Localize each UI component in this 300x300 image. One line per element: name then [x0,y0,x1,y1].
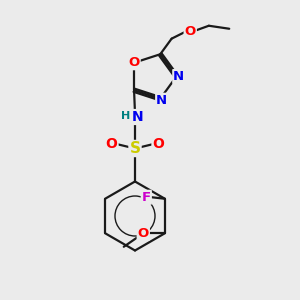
Text: O: O [128,56,140,69]
Text: F: F [142,191,151,204]
Text: N: N [132,110,144,124]
Text: O: O [184,25,196,38]
Text: O: O [106,137,118,151]
Text: N: N [173,70,184,83]
Text: H: H [121,110,130,121]
Text: N: N [156,94,167,107]
Text: O: O [152,137,164,151]
Text: O: O [138,227,149,240]
Text: S: S [130,141,140,156]
